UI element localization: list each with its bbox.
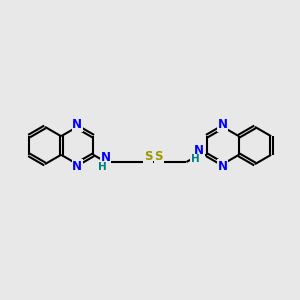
Text: N: N [101,151,111,164]
Text: N: N [218,160,228,173]
Text: N: N [194,144,204,157]
Text: N: N [218,118,228,131]
Text: H: H [191,154,200,164]
Text: H: H [98,162,107,172]
Text: N: N [72,118,82,131]
Text: S: S [154,150,163,163]
Text: S: S [144,150,152,163]
Text: N: N [72,160,82,173]
